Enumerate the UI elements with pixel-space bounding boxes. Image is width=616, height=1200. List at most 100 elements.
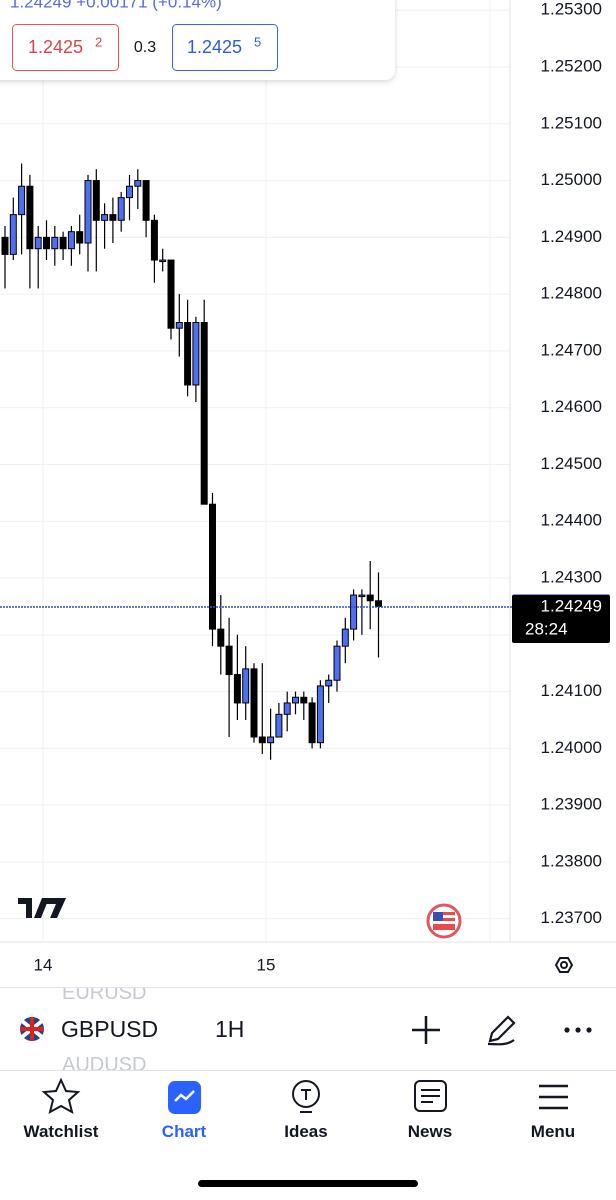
sell-button[interactable] (12, 24, 119, 71)
y-tick-label: 1.23700 (541, 908, 602, 927)
sell-price[interactable]: 1.2425 (28, 37, 83, 57)
symbol-bar: EURUSD GBPUSD 1H AUDUSD (0, 987, 616, 1071)
settings-icon-dot (560, 961, 568, 969)
nav-label[interactable]: Watchlist (23, 1122, 99, 1141)
candle-body (142, 180, 150, 221)
countdown: 28:24 (525, 619, 568, 638)
y-tick-label: 1.24800 (541, 284, 602, 303)
candle-body (350, 594, 358, 630)
settings-icon[interactable] (554, 957, 574, 973)
news-icon[interactable] (414, 1080, 447, 1112)
y-tick-label: 1.23900 (541, 795, 602, 814)
menu-icon[interactable] (539, 1084, 568, 1110)
candle-body (126, 185, 133, 199)
buy-price[interactable]: 1.2425 (187, 37, 242, 57)
candle-body (333, 645, 341, 681)
y-tick-label: 1.25200 (541, 56, 602, 75)
watchlist-icon[interactable] (41, 1077, 81, 1114)
header-card: 1.24249 +0.00171 (+0.14%) 1.2425 2 0.3 1… (0, 0, 395, 80)
us-flag (426, 903, 462, 939)
y-tick-label: 1.23800 (541, 851, 602, 870)
buy-pip[interactable]: 5 (254, 34, 261, 49)
more-icon[interactable] (586, 1027, 592, 1033)
more-icon[interactable] (564, 1027, 570, 1033)
candle-body (159, 259, 167, 263)
y-tick-label: 1.24300 (541, 568, 602, 587)
chart: 1.24249 +0.00171 (+0.14%) 1.2425 2 0.3 1… (0, 0, 616, 974)
y-tick-label: 1.24700 (541, 340, 602, 359)
news-icon-lines (421, 1089, 440, 1103)
candle-body (51, 236, 59, 250)
x-tick-label: 14 (34, 955, 53, 974)
candle-body (1, 236, 9, 255)
candle-body (43, 236, 50, 250)
candle-body (18, 185, 26, 216)
candle-body (209, 503, 216, 630)
candle-body (292, 696, 299, 704)
last-price-box (512, 594, 610, 643)
candle-body (26, 185, 34, 250)
candle-body (250, 668, 258, 738)
quote: 1.24249 +0.00171 (+0.14%) (10, 0, 222, 11)
y-tick-label: 1.25000 (541, 170, 602, 189)
candle-body (101, 214, 109, 221)
nav-label[interactable]: Chart (161, 1122, 207, 1141)
ideas-icon[interactable] (292, 1080, 320, 1108)
spread: 0.3 (134, 39, 156, 56)
more-icon[interactable] (575, 1027, 581, 1033)
candle-body (308, 702, 316, 744)
candle-body (300, 696, 308, 704)
home-indicator (198, 1180, 418, 1187)
candle-body (258, 736, 266, 744)
last-price-label: 1.24249 (541, 596, 602, 615)
candles (1, 163, 382, 760)
chart-icon-line (174, 1090, 195, 1102)
grid (0, 0, 510, 942)
x-tick-label: 15 (257, 955, 276, 974)
candle-body (175, 322, 183, 329)
candle-body (92, 180, 100, 221)
candle-body (233, 674, 241, 704)
y-tick-label: 1.24600 (541, 397, 602, 416)
nav-label[interactable]: News (407, 1122, 453, 1141)
nav-label[interactable]: Menu (530, 1122, 576, 1141)
candle-body (316, 685, 324, 744)
candle-body (325, 679, 333, 687)
interval[interactable]: 1H (215, 1016, 245, 1042)
logo (18, 898, 66, 918)
candle-body (242, 668, 250, 704)
buy-button[interactable] (172, 24, 278, 71)
candle-body (192, 322, 200, 386)
candle-body (184, 322, 192, 386)
candle-body (366, 594, 374, 602)
candle-body (117, 197, 125, 221)
next-symbol[interactable]: AUDUSD (62, 1054, 147, 1071)
candle-body (283, 702, 291, 715)
y-tick-label: 1.24500 (541, 454, 602, 473)
nav-icons (41, 1077, 568, 1114)
candle-body (67, 231, 75, 250)
add-icon[interactable] (412, 1016, 440, 1044)
candle-body (200, 322, 208, 505)
ideas-icon-detail (300, 1089, 312, 1113)
candle-body (76, 231, 84, 244)
tool-icons (412, 1015, 592, 1046)
candle-body (59, 236, 67, 250)
y-tick-label: 1.25100 (541, 113, 602, 132)
sell-pip[interactable]: 2 (95, 34, 102, 49)
flag-stripe (433, 915, 455, 918)
gb-flag (20, 1017, 44, 1041)
symbol[interactable]: GBPUSD (61, 1016, 159, 1042)
y-tick-label: 1.25300 (541, 0, 602, 19)
candle-body (358, 594, 366, 598)
draw-icon[interactable] (487, 1015, 516, 1046)
candle-body (341, 628, 349, 647)
candle-body (150, 219, 158, 261)
nav-label[interactable]: Ideas (284, 1122, 328, 1141)
candle-body (375, 600, 382, 607)
candle-body (109, 214, 117, 221)
prev-symbol[interactable]: EURUSD (62, 987, 147, 1004)
flag-stripe (433, 921, 455, 924)
y-tick-label: 1.24400 (541, 511, 602, 530)
